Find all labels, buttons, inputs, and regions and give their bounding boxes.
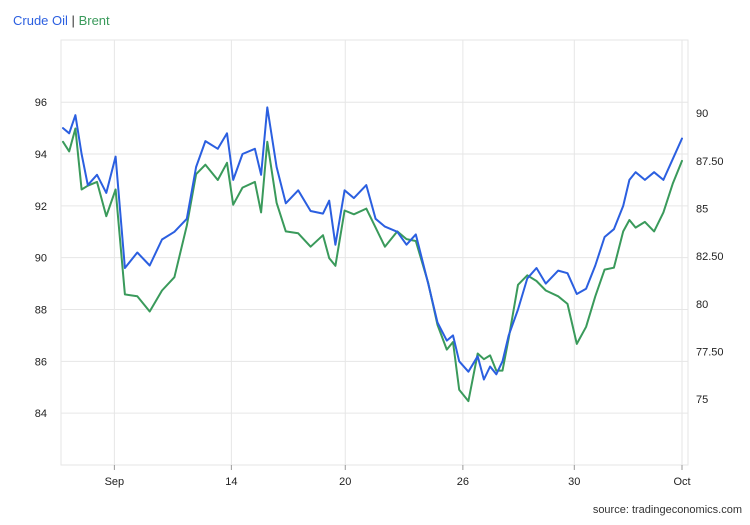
x-tick-label: 14 [225, 476, 237, 488]
x-tick-label: Sep [105, 476, 125, 488]
y-left-tick-label: 90 [35, 253, 47, 265]
chart-series [62, 106, 683, 403]
y-left-tick-label: 86 [35, 356, 47, 368]
x-tick-label: 20 [339, 476, 351, 488]
y-left-tick-label: 84 [35, 408, 47, 420]
legend-separator: | [71, 13, 75, 28]
chart-axes [60, 39, 689, 470]
y-right-tick-label: 75 [696, 394, 708, 406]
x-tick-label: 30 [568, 476, 580, 488]
y-left-tick-label: 92 [35, 201, 47, 213]
y-right-tick-label: 82.50 [696, 251, 724, 263]
series-line-crude-oil [62, 106, 683, 381]
legend-crude-oil[interactable]: Crude Oil [13, 13, 68, 28]
chart-grid [61, 40, 688, 465]
y-right-tick-label: 90 [696, 108, 708, 120]
y-right-tick-label: 85 [696, 204, 708, 216]
y-right-tick-label: 80 [696, 299, 708, 311]
y-right-tick-label: 77.50 [696, 347, 724, 359]
chart-tick-labels: 84 86 88 90 92 94 96 75 77.50 80 82.50 85 87.50 90 Sep… [35, 97, 724, 488]
x-tick-label: Oct [673, 476, 690, 488]
y-left-tick-label: 88 [35, 305, 47, 317]
y-right-tick-label: 87.50 [696, 156, 724, 168]
y-left-tick-label: 96 [35, 97, 47, 109]
x-tick-label: 26 [457, 476, 469, 488]
plot-frame [60, 39, 689, 466]
chart-legend: Crude Oil | Brent [13, 13, 110, 28]
y-left-tick-label: 94 [35, 149, 47, 161]
source-attribution[interactable]: source: tradingeconomics.com [592, 504, 742, 516]
legend-brent[interactable]: Brent [78, 13, 110, 28]
series-line-brent [62, 127, 683, 403]
